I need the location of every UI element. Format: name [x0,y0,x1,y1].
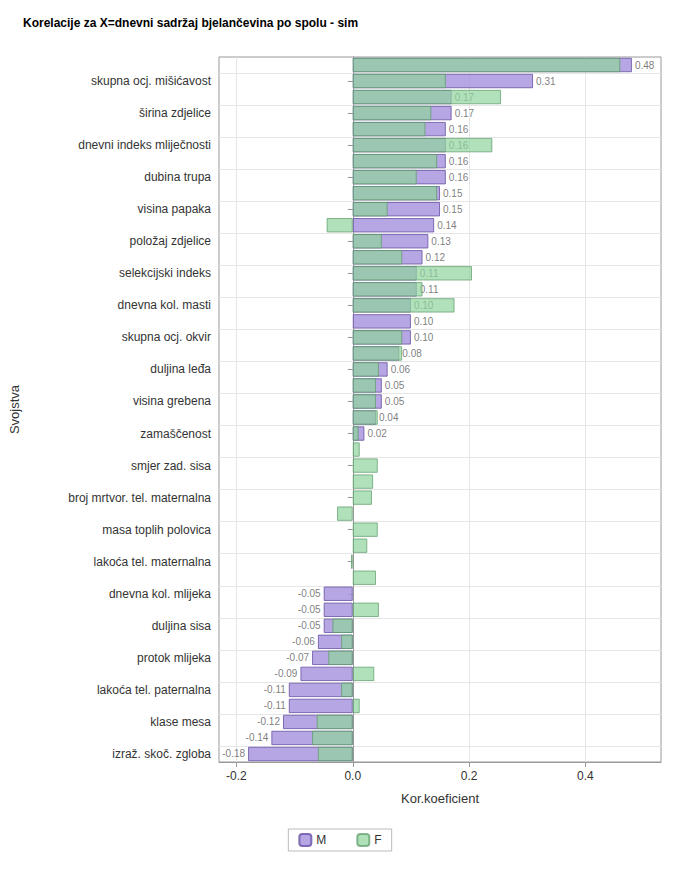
svg-text:0.16: 0.16 [449,124,469,135]
svg-text:smjer zad. sisa: smjer zad. sisa [131,459,211,473]
svg-text:dubina trupa: dubina trupa [144,170,211,184]
svg-text:lakoća tel. paternalna: lakoća tel. paternalna [97,683,211,697]
svg-text:-0.18: -0.18 [222,748,245,759]
svg-text:0.0: 0.0 [344,769,361,783]
svg-text:F: F [374,833,381,847]
svg-text:visina papaka: visina papaka [138,202,212,216]
svg-text:-0.12: -0.12 [257,716,280,727]
svg-text:0.08: 0.08 [402,348,422,359]
svg-text:duljina sisa: duljina sisa [152,619,212,633]
svg-text:0.2: 0.2 [461,769,478,783]
svg-text:0.06: 0.06 [391,364,411,375]
svg-text:protok mlijeka: protok mlijeka [137,651,211,665]
svg-text:Kor.koeficient: Kor.koeficient [401,791,479,806]
svg-text:0.05: 0.05 [385,396,405,407]
svg-text:0.04: 0.04 [379,412,399,423]
svg-text:-0.05: -0.05 [298,620,321,631]
svg-text:dnevna kol. mlijeka: dnevna kol. mlijeka [109,587,211,601]
svg-text:skupna ocj. okvir: skupna ocj. okvir [122,330,211,344]
svg-text:dnevna kol. masti: dnevna kol. masti [118,298,211,312]
svg-text:položaj zdjelice: položaj zdjelice [130,234,212,248]
svg-text:širina zdjelice: širina zdjelice [139,106,211,120]
svg-text:visina grebena: visina grebena [133,394,211,408]
svg-text:-0.05: -0.05 [298,588,321,599]
svg-text:-0.11: -0.11 [264,684,286,695]
svg-text:zamaščenost: zamaščenost [140,427,211,441]
svg-text:dnevni indeks mliječnosti: dnevni indeks mliječnosti [78,138,211,152]
svg-text:-0.2: -0.2 [226,769,247,783]
svg-text:-0.06: -0.06 [292,636,315,647]
svg-text:-0.14: -0.14 [246,732,269,743]
svg-text:duljina leđa: duljina leđa [150,362,211,376]
svg-text:-0.07: -0.07 [286,652,309,663]
svg-text:0.12: 0.12 [426,252,446,263]
svg-text:0.4: 0.4 [577,769,594,783]
svg-text:0.15: 0.15 [443,188,463,199]
svg-text:-0.05: -0.05 [298,604,321,615]
svg-text:0.05: 0.05 [385,380,405,391]
svg-text:selekcijski indeks: selekcijski indeks [119,266,211,280]
svg-text:0.17: 0.17 [455,108,475,119]
svg-text:-0.09: -0.09 [275,668,298,679]
svg-text:0.02: 0.02 [367,428,387,439]
svg-text:0.11: 0.11 [420,284,439,295]
svg-text:0.16: 0.16 [449,156,469,167]
svg-text:lakoća tel. maternalna: lakoća tel. maternalna [94,555,212,569]
svg-text:0.31: 0.31 [536,76,556,87]
svg-text:0.10: 0.10 [414,316,434,327]
svg-text:klase mesa: klase mesa [150,715,211,729]
svg-text:0.48: 0.48 [635,60,655,71]
svg-text:0.14: 0.14 [437,220,457,231]
svg-text:masa toplih polovica: masa toplih polovica [102,523,211,537]
svg-text:-0.11: -0.11 [264,700,286,711]
svg-text:Svojstva: Svojstva [7,384,22,434]
svg-text:0.13: 0.13 [431,236,451,247]
svg-text:broj mrtvor. tel. maternalna: broj mrtvor. tel. maternalna [68,491,211,505]
svg-text:izraž. skoč. zgloba: izraž. skoč. zgloba [112,747,211,761]
svg-text:skupna ocj. mišićavost: skupna ocj. mišićavost [91,74,212,88]
svg-text:Korelacije za X=dnevni sadržaj: Korelacije za X=dnevni sadržaj bjelančev… [23,16,358,30]
svg-text:M: M [316,833,326,847]
svg-text:0.10: 0.10 [414,332,434,343]
svg-text:0.16: 0.16 [449,172,469,183]
svg-text:0.15: 0.15 [443,204,463,215]
